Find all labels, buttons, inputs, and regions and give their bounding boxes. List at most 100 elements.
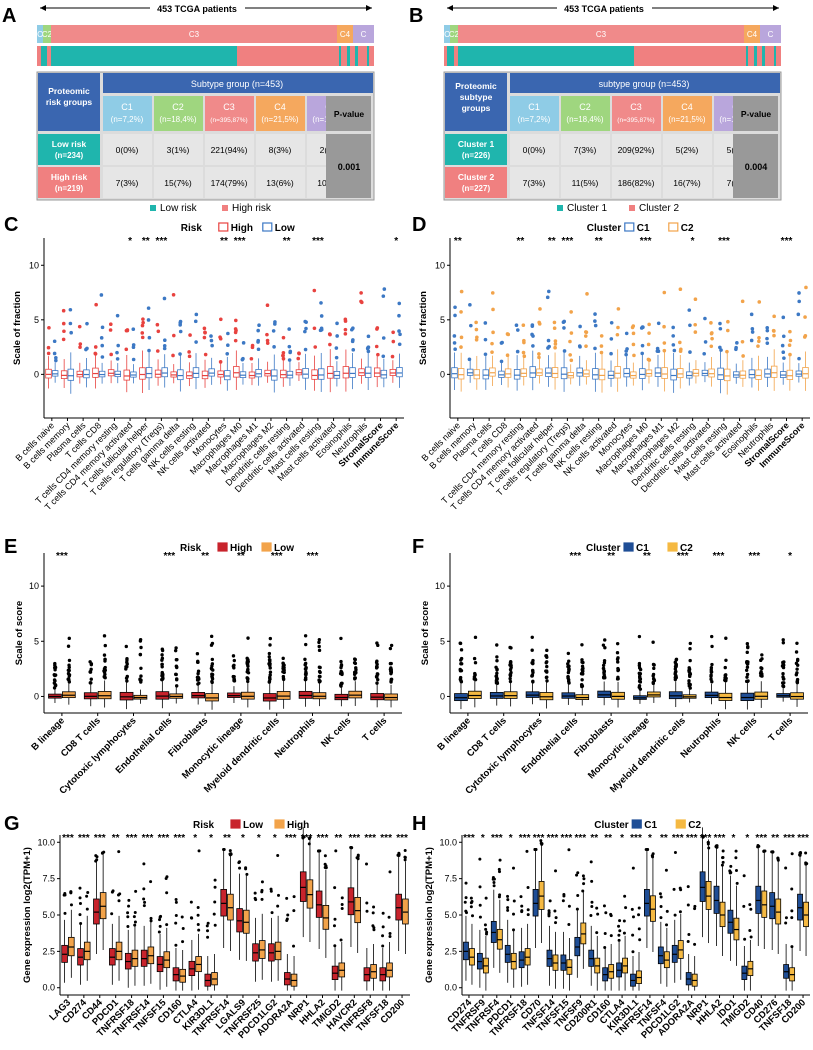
box-outlier [116,343,120,348]
box-outlier [52,339,57,344]
box-outlier [566,670,571,675]
table-cell [612,167,661,198]
box-outlier [85,907,89,911]
box-outlier [490,291,495,295]
significance-mark: * [788,551,792,562]
table-cell-value: 174(79%) [211,178,248,188]
box-outlier [296,356,301,361]
box-outlier [160,674,165,679]
box-outlier [78,896,82,900]
box-body [302,368,309,379]
significance-mark: *** [755,833,767,844]
box-outlier [365,901,369,905]
box-outlier [723,673,727,678]
box-outlier [553,342,558,346]
box-outlier [459,662,463,666]
box-body [145,367,153,379]
box-outlier [615,651,620,655]
pvalue-cell [733,134,778,198]
box-outlier [724,636,728,640]
significance-mark: ** [590,833,598,844]
box-outlier [537,355,541,360]
box-outlier [132,915,136,919]
significance-mark: *** [718,236,730,247]
box-outlier [194,312,199,317]
box-outlier [388,870,392,874]
legend-swatch [667,542,678,552]
box-outlier [317,648,322,653]
box-outlier [709,670,713,674]
box-outlier [757,335,761,340]
box-outlier [62,329,66,334]
box-outlier [69,330,73,335]
box-outlier [531,668,535,673]
significance-mark: ** [201,551,209,562]
box-outlier [140,323,145,328]
box-outlier [100,325,105,330]
box-outlier [545,295,550,300]
pvalue-value: 0.004 [745,162,768,172]
box-outlier [371,911,375,915]
box-body [513,369,521,380]
box-outlier [304,667,308,671]
subtype-strip-label: C3 [596,30,607,39]
box-outlier [702,351,706,356]
y-axis-label: Gene expression log2(TPM+1) [424,847,435,983]
box-outlier [795,667,799,671]
box-outlier [686,940,690,944]
box-outlier [257,323,261,328]
box-outlier [143,900,147,904]
box-outlier [494,665,498,670]
box-outlier [719,348,723,352]
box-outlier [343,332,348,336]
box-outlier [710,634,714,639]
box-outlier [108,322,113,327]
box-outlier [631,331,636,336]
box-outlier [209,634,214,639]
box-outlier [526,886,530,890]
box-outlier [521,350,526,355]
box-outlier [622,931,626,935]
box-outlier [131,327,136,332]
box-outlier [581,889,585,893]
significance-mark: *** [748,551,760,562]
box-outlier [483,923,487,927]
box-outlier [499,359,504,364]
box-body [545,367,552,377]
box-outlier [569,358,574,363]
box-outlier [593,346,597,351]
box-outlier [281,350,286,355]
y-tick-label: 10 [29,581,39,591]
box-body [532,889,539,917]
box-outlier [678,886,682,890]
box-outlier [624,352,628,357]
legend-label: High [230,543,252,554]
box-outlier [506,894,510,898]
box-outlier [603,931,607,935]
box-outlier [195,678,200,682]
box-outlier [781,638,785,642]
box-outlier [795,680,800,685]
box-outlier [174,672,178,677]
table-cell-value: 16(7%) [673,178,701,188]
box-outlier [776,857,780,861]
box-outlier [548,899,552,903]
group-strip-tick [762,46,765,66]
box-outlier [193,319,198,324]
box-outlier [795,641,799,645]
box-outlier [631,866,635,870]
box-outlier [66,668,71,672]
box-outlier [757,300,762,304]
box-outlier [678,910,682,914]
box-outlier [149,880,153,884]
box-outlier [78,902,82,906]
significance-mark: *** [677,551,689,562]
box-outlier [537,352,541,356]
box-outlier [624,331,629,336]
box-outlier [250,343,255,348]
box-outlier [674,664,678,669]
y-tick-label: 5 [34,636,39,646]
box-outlier [133,923,137,927]
box-outlier [403,858,407,862]
box-outlier [391,339,396,344]
